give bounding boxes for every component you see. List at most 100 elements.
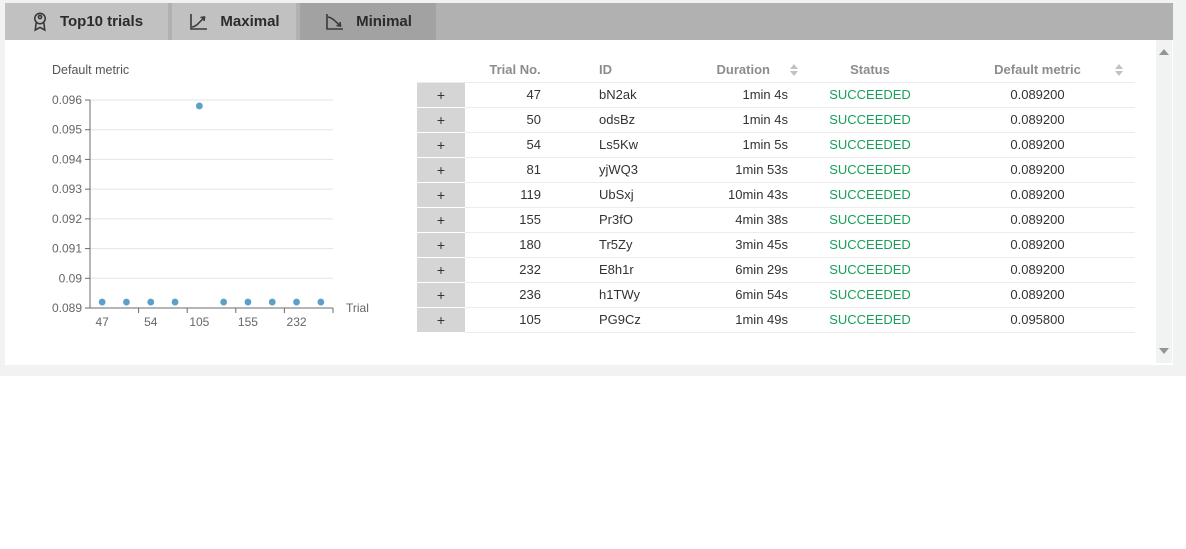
scatter-point[interactable] bbox=[98, 298, 106, 306]
scatter-point[interactable] bbox=[171, 298, 179, 306]
table-row: +180 Tr5Zy 3min 45s SUCCEEDED 0.089200 bbox=[417, 232, 1135, 258]
table-row: +232 E8h1r 6min 29s SUCCEEDED 0.089200 bbox=[417, 257, 1135, 283]
expand-row-button[interactable]: + bbox=[417, 157, 465, 183]
scroll-down-button[interactable] bbox=[1156, 343, 1172, 359]
cell-duration: 1min 5s bbox=[675, 132, 800, 158]
cell-trial-id: UbSxj bbox=[565, 182, 675, 208]
scatter-point[interactable] bbox=[123, 298, 130, 306]
column-header-id: ID bbox=[565, 58, 675, 83]
vertical-scrollbar[interactable] bbox=[1156, 40, 1172, 363]
scatter-point[interactable] bbox=[317, 298, 325, 306]
cell-trial-no: 155 bbox=[465, 207, 565, 233]
y-axis-label: 0.096 bbox=[52, 93, 82, 107]
chart-title: Default metric bbox=[52, 63, 129, 77]
y-axis-label: 0.093 bbox=[52, 182, 82, 196]
cell-trial-id: odsBz bbox=[565, 107, 675, 133]
cell-default-metric: 0.089200 bbox=[940, 232, 1135, 258]
cell-default-metric: 0.089200 bbox=[940, 282, 1135, 308]
cell-trial-id: Ls5Kw bbox=[565, 132, 675, 158]
cell-trial-id: Tr5Zy bbox=[565, 232, 675, 258]
cell-trial-no: 81 bbox=[465, 157, 565, 183]
award-icon bbox=[30, 11, 50, 33]
table-row: +81 yjWQ3 1min 53s SUCCEEDED 0.089200 bbox=[417, 157, 1135, 183]
cell-duration: 1min 49s bbox=[675, 307, 800, 333]
cell-duration: 10min 43s bbox=[675, 182, 800, 208]
y-axis-label: 0.095 bbox=[52, 123, 82, 137]
cell-duration: 6min 29s bbox=[675, 257, 800, 283]
tab-label: Minimal bbox=[356, 13, 412, 30]
scroll-up-icon bbox=[1159, 49, 1169, 55]
sort-ascending-icon bbox=[1115, 63, 1123, 69]
y-axis-label: 0.094 bbox=[52, 152, 82, 166]
cell-status: SUCCEEDED bbox=[800, 257, 940, 283]
column-header-duration[interactable]: Duration bbox=[675, 58, 800, 83]
tab-label: Maximal bbox=[220, 13, 280, 30]
expander-column-header bbox=[417, 58, 465, 83]
cell-status: SUCCEEDED bbox=[800, 282, 940, 308]
cell-trial-no: 54 bbox=[465, 132, 565, 158]
scatter-point[interactable] bbox=[147, 298, 155, 306]
tab-maximal[interactable]: Maximal bbox=[172, 3, 296, 40]
cell-status: SUCCEEDED bbox=[800, 157, 940, 183]
cell-status: SUCCEEDED bbox=[800, 132, 940, 158]
cell-default-metric: 0.089200 bbox=[940, 107, 1135, 133]
cell-trial-id: Pr3fO bbox=[565, 207, 675, 233]
cell-trial-id: yjWQ3 bbox=[565, 157, 675, 183]
cell-trial-id: h1TWy bbox=[565, 282, 675, 308]
column-header-label: Duration bbox=[716, 62, 770, 78]
cell-status: SUCCEEDED bbox=[800, 307, 940, 333]
cell-duration: 1min 4s bbox=[675, 107, 800, 133]
table-row: +236 h1TWy 6min 54s SUCCEEDED 0.089200 bbox=[417, 282, 1135, 308]
sort-icon[interactable] bbox=[1115, 63, 1123, 76]
expand-row-button[interactable]: + bbox=[417, 82, 465, 108]
table-row: +105 PG9Cz 1min 49s SUCCEEDED 0.095800 bbox=[417, 307, 1135, 333]
table-header-row: Trial No. ID Duration Status Default met… bbox=[417, 58, 1135, 83]
column-header-default-metric[interactable]: Default metric bbox=[940, 58, 1135, 83]
expand-row-button[interactable]: + bbox=[417, 107, 465, 133]
table-row: +47 bN2ak 1min 4s SUCCEEDED 0.089200 bbox=[417, 82, 1135, 108]
expand-row-button[interactable]: + bbox=[417, 232, 465, 258]
sort-icon[interactable] bbox=[790, 63, 798, 76]
scatter-point[interactable] bbox=[293, 298, 300, 306]
default-metric-chart: Default metric 0.089 0.09 0.091 0.092 0.093 0.… bbox=[52, 63, 369, 329]
y-axis-label: 0.089 bbox=[52, 301, 82, 315]
y-axis-label: 0.09 bbox=[59, 271, 83, 285]
cell-duration: 1min 53s bbox=[675, 157, 800, 183]
cell-trial-no: 236 bbox=[465, 282, 565, 308]
tab-top10-trials[interactable]: Top10 trials bbox=[5, 3, 168, 40]
cell-trial-id: bN2ak bbox=[565, 82, 675, 108]
expand-row-button[interactable]: + bbox=[417, 132, 465, 158]
expand-row-button[interactable]: + bbox=[417, 207, 465, 233]
expand-row-button[interactable]: + bbox=[417, 182, 465, 208]
scroll-up-button[interactable] bbox=[1156, 44, 1172, 60]
expand-row-button[interactable]: + bbox=[417, 282, 465, 308]
cell-default-metric: 0.089200 bbox=[940, 182, 1135, 208]
cell-default-metric: 0.089200 bbox=[940, 157, 1135, 183]
tab-minimal[interactable]: Minimal bbox=[300, 3, 436, 40]
y-axis-label: 0.091 bbox=[52, 242, 82, 256]
expand-row-button[interactable]: + bbox=[417, 307, 465, 333]
scatter-point[interactable] bbox=[268, 298, 276, 306]
x-axis-label: 47 bbox=[95, 315, 109, 329]
trials-table: Trial No. ID Duration Status Default met… bbox=[417, 58, 1135, 333]
expand-row-button[interactable]: + bbox=[417, 257, 465, 283]
cell-duration: 3min 45s bbox=[675, 232, 800, 258]
tab-bar: Top10 trials Maximal Minimal bbox=[5, 3, 1173, 40]
sort-descending-icon bbox=[1115, 70, 1123, 76]
trend-up-icon bbox=[188, 12, 210, 32]
scatter-point[interactable] bbox=[244, 298, 252, 306]
x-axis-label: 54 bbox=[144, 315, 158, 329]
x-axis-label: 105 bbox=[189, 315, 209, 329]
cell-trial-id: E8h1r bbox=[565, 257, 675, 283]
scatter-point[interactable] bbox=[220, 298, 228, 306]
cell-status: SUCCEEDED bbox=[800, 107, 940, 133]
scatter-point[interactable] bbox=[195, 102, 203, 110]
cell-status: SUCCEEDED bbox=[800, 232, 940, 258]
cell-duration: 6min 54s bbox=[675, 282, 800, 308]
table-row: +50 odsBz 1min 4s SUCCEEDED 0.089200 bbox=[417, 107, 1135, 133]
cell-duration: 1min 4s bbox=[675, 82, 800, 108]
cell-trial-no: 180 bbox=[465, 232, 565, 258]
cell-default-metric: 0.089200 bbox=[940, 207, 1135, 233]
cell-status: SUCCEEDED bbox=[800, 207, 940, 233]
y-axis-label: 0.092 bbox=[52, 212, 82, 226]
